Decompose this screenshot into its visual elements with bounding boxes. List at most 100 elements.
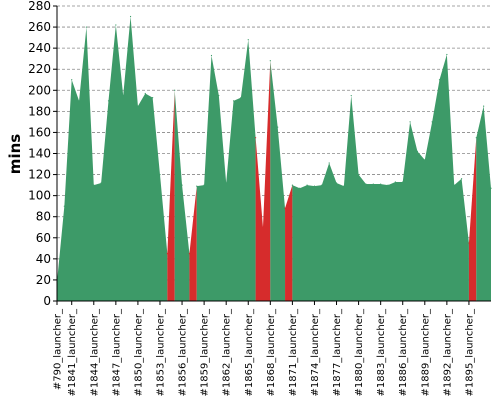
x-tick-label: #1892_launcher_	[442, 308, 453, 397]
x-tick-label: #1886_launcher_	[398, 308, 409, 397]
data-point	[218, 94, 220, 97]
data-point	[225, 182, 227, 184]
data-point	[372, 183, 374, 185]
data-point	[350, 94, 352, 97]
y-tick-label: 100	[28, 189, 51, 203]
failed-build-area	[167, 90, 175, 302]
data-point	[490, 187, 492, 189]
x-tick-label: #1850_launcher_	[133, 308, 144, 397]
x-tick-label: #1859_launcher_	[200, 308, 211, 397]
data-point	[460, 178, 463, 180]
data-point	[416, 150, 419, 152]
data-point	[71, 79, 73, 81]
data-point	[107, 100, 110, 102]
y-tick-label: 60	[36, 231, 51, 245]
successful-build-area	[476, 106, 491, 301]
y-tick-label: 280	[28, 0, 51, 13]
x-tick-label: #1862_launcher_	[222, 308, 233, 397]
data-point	[409, 121, 411, 123]
data-point	[453, 184, 455, 186]
x-tick-label: #1880_launcher_	[354, 308, 365, 397]
data-point	[269, 60, 271, 62]
y-tick-label: 200	[28, 83, 51, 97]
data-point	[483, 105, 485, 107]
data-point	[313, 185, 316, 187]
data-point	[380, 183, 382, 185]
data-point	[63, 205, 65, 207]
y-tick-labels: 0 20 40 60 80 100 120 140 160 180 200 220 240 260 280	[28, 0, 57, 308]
x-tick-label: #1856_launcher_	[178, 308, 189, 397]
data-point	[247, 39, 249, 41]
y-tick-label: 80	[36, 210, 51, 224]
data-point	[255, 137, 257, 139]
data-point	[438, 79, 441, 81]
data-point	[181, 184, 183, 186]
y-tick-label: 180	[28, 104, 51, 118]
failed-build-area	[255, 60, 271, 302]
data-point	[277, 126, 279, 128]
data-point	[188, 252, 191, 255]
data-point	[159, 173, 161, 176]
y-tick-label: 140	[28, 147, 51, 161]
data-point	[343, 185, 345, 187]
y-tick-label: 0	[43, 294, 51, 308]
area-series	[56, 15, 492, 302]
data-point	[166, 252, 168, 255]
data-point	[78, 100, 80, 102]
data-point	[196, 185, 198, 187]
data-point	[144, 92, 146, 95]
failed-build-area	[189, 186, 197, 301]
y-tick-label: 120	[28, 168, 51, 182]
data-point	[299, 187, 301, 189]
y-tick-label: 240	[28, 41, 51, 55]
successful-build-area	[292, 54, 469, 301]
data-point	[122, 94, 124, 97]
data-point	[174, 89, 176, 91]
data-point	[402, 181, 404, 183]
y-tick-label: 20	[36, 273, 51, 287]
successful-build-area	[196, 39, 256, 301]
x-tick-label: #1844_launcher_	[89, 308, 100, 397]
data-point	[468, 242, 470, 244]
x-tick-labels: #790_launcher_ #1841_launcher_ #1844_launc…	[53, 301, 475, 397]
data-point	[365, 183, 367, 185]
y-tick-label: 220	[28, 62, 51, 76]
y-tick-label: 160	[28, 125, 51, 139]
data-point	[137, 105, 139, 107]
x-tick-label: #1871_launcher_	[288, 308, 299, 397]
successful-build-area	[57, 16, 168, 302]
data-point	[240, 97, 242, 99]
x-tick-label: #1895_launcher_	[464, 308, 475, 397]
x-tick-label: #1853_launcher_	[155, 308, 166, 397]
data-point	[357, 173, 360, 176]
data-point	[93, 184, 95, 186]
data-point	[387, 184, 389, 186]
data-point	[210, 54, 213, 57]
data-point	[232, 100, 235, 102]
failed-build-area	[468, 137, 477, 301]
successful-build-area	[174, 90, 190, 302]
data-point	[394, 181, 396, 183]
x-tick-label: #1877_launcher_	[332, 308, 343, 397]
data-point	[262, 226, 264, 228]
x-tick-label: #1868_launcher_	[266, 308, 277, 397]
data-point	[475, 137, 477, 139]
x-tick-label: #1889_launcher_	[420, 308, 431, 397]
data-point	[424, 159, 426, 161]
data-point	[335, 182, 338, 184]
x-tick-label: #1841_launcher_	[67, 308, 78, 397]
x-tick-label: #790_launcher_	[53, 308, 64, 390]
x-tick-label: #1847_launcher_	[111, 308, 122, 397]
data-point	[129, 15, 132, 18]
data-point	[115, 24, 117, 26]
data-point	[100, 182, 102, 184]
x-tick-label: #1874_launcher_	[310, 308, 321, 397]
data-point	[284, 207, 286, 209]
data-point	[431, 121, 433, 123]
y-tick-label: 40	[36, 252, 51, 266]
data-point	[446, 53, 448, 56]
data-point	[321, 184, 323, 186]
data-point	[328, 162, 330, 164]
